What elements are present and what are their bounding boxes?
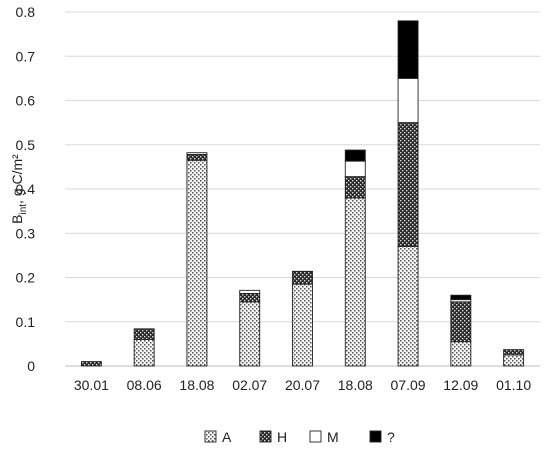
x-tick-label: 02.07: [232, 377, 267, 393]
bar-segment-h: [450, 301, 472, 343]
bar-stack: [292, 270, 313, 367]
y-tick-label: 0.2: [16, 270, 36, 286]
bar-stack: [239, 289, 261, 367]
bar-segment-m: [186, 152, 208, 155]
y-tick-label: 0.7: [16, 48, 36, 64]
x-tick-label: 12.09: [443, 377, 478, 393]
y-tick-label: 0.4: [16, 181, 36, 197]
bar-segment-a: [503, 354, 525, 367]
y-axis-label: Bint, g C/m²: [9, 154, 29, 224]
x-tick-label: 20.07: [285, 377, 320, 393]
y-tick-label: 0.8: [16, 4, 36, 20]
bar-segment-m: [344, 160, 366, 178]
bar-segment-h: [133, 328, 155, 340]
y-tick-label: 0.5: [16, 137, 36, 153]
x-tick-label: 30.01: [74, 377, 109, 393]
legend-swatch: [369, 430, 382, 443]
legend-label: M: [327, 429, 339, 445]
bar-segment-unknown: [450, 294, 472, 301]
bar-segment-h: [397, 122, 419, 247]
bar-segment-h: [292, 270, 313, 285]
bar-segment-a: [397, 246, 419, 367]
bar-segment-m: [239, 289, 261, 294]
bar-stack: [80, 361, 102, 367]
bar-segment-a: [186, 159, 208, 367]
bar-segment-a: [344, 197, 366, 367]
legend-swatch: [309, 430, 322, 443]
y-tick-label: 0.1: [16, 314, 36, 330]
bar-segment-a: [133, 339, 155, 367]
y-tick-label: 0.6: [16, 93, 36, 109]
x-tick-label: 08.06: [127, 377, 162, 393]
legend-swatch: [259, 430, 272, 443]
x-tick-label: 18.08: [179, 377, 214, 393]
bar-segment-h: [186, 154, 208, 161]
bars: [80, 20, 525, 367]
bar-stack: [344, 149, 366, 367]
bar-segment-a: [292, 283, 313, 367]
x-tick-label: 07.09: [391, 377, 426, 393]
bar-segment-unknown: [344, 149, 366, 162]
legend-label: ?: [387, 429, 395, 445]
bar-segment-h: [239, 292, 261, 303]
bar-stack: [450, 294, 472, 367]
x-tick-labels: 30.01 08.06 18.08 02.07 20.07 18.08 07.09 12.09…: [74, 377, 531, 393]
x-tick-label: 18.08: [338, 377, 373, 393]
bar-stack: [503, 349, 525, 367]
bar-segment-a: [450, 341, 472, 367]
gridlines: [65, 11, 540, 367]
legend-label: A: [222, 429, 232, 445]
y-tick-labels: 0 0.1 0.2 0.3 0.4 0.5 0.6 0.7 0.8: [16, 4, 36, 374]
bar-segment-h: [80, 361, 102, 367]
bar-segment-m: [397, 77, 419, 124]
x-tick-label: 01.10: [496, 377, 531, 393]
legend-label: H: [277, 429, 287, 445]
y-tick-label: 0: [27, 358, 35, 374]
bar-stack: [133, 328, 155, 367]
bar-segment-unknown: [397, 20, 419, 79]
y-axis-title: Bint, g C/m²: [9, 154, 29, 224]
bar-segment-h: [344, 176, 366, 199]
bar-stack: [397, 20, 419, 367]
bar-segment-a: [239, 301, 261, 367]
legend-swatch: [204, 430, 217, 443]
legend: A H M?: [204, 429, 395, 445]
bar-segment-h: [503, 349, 525, 356]
y-tick-label: 0.3: [16, 225, 36, 241]
bar-stack: [186, 152, 208, 367]
